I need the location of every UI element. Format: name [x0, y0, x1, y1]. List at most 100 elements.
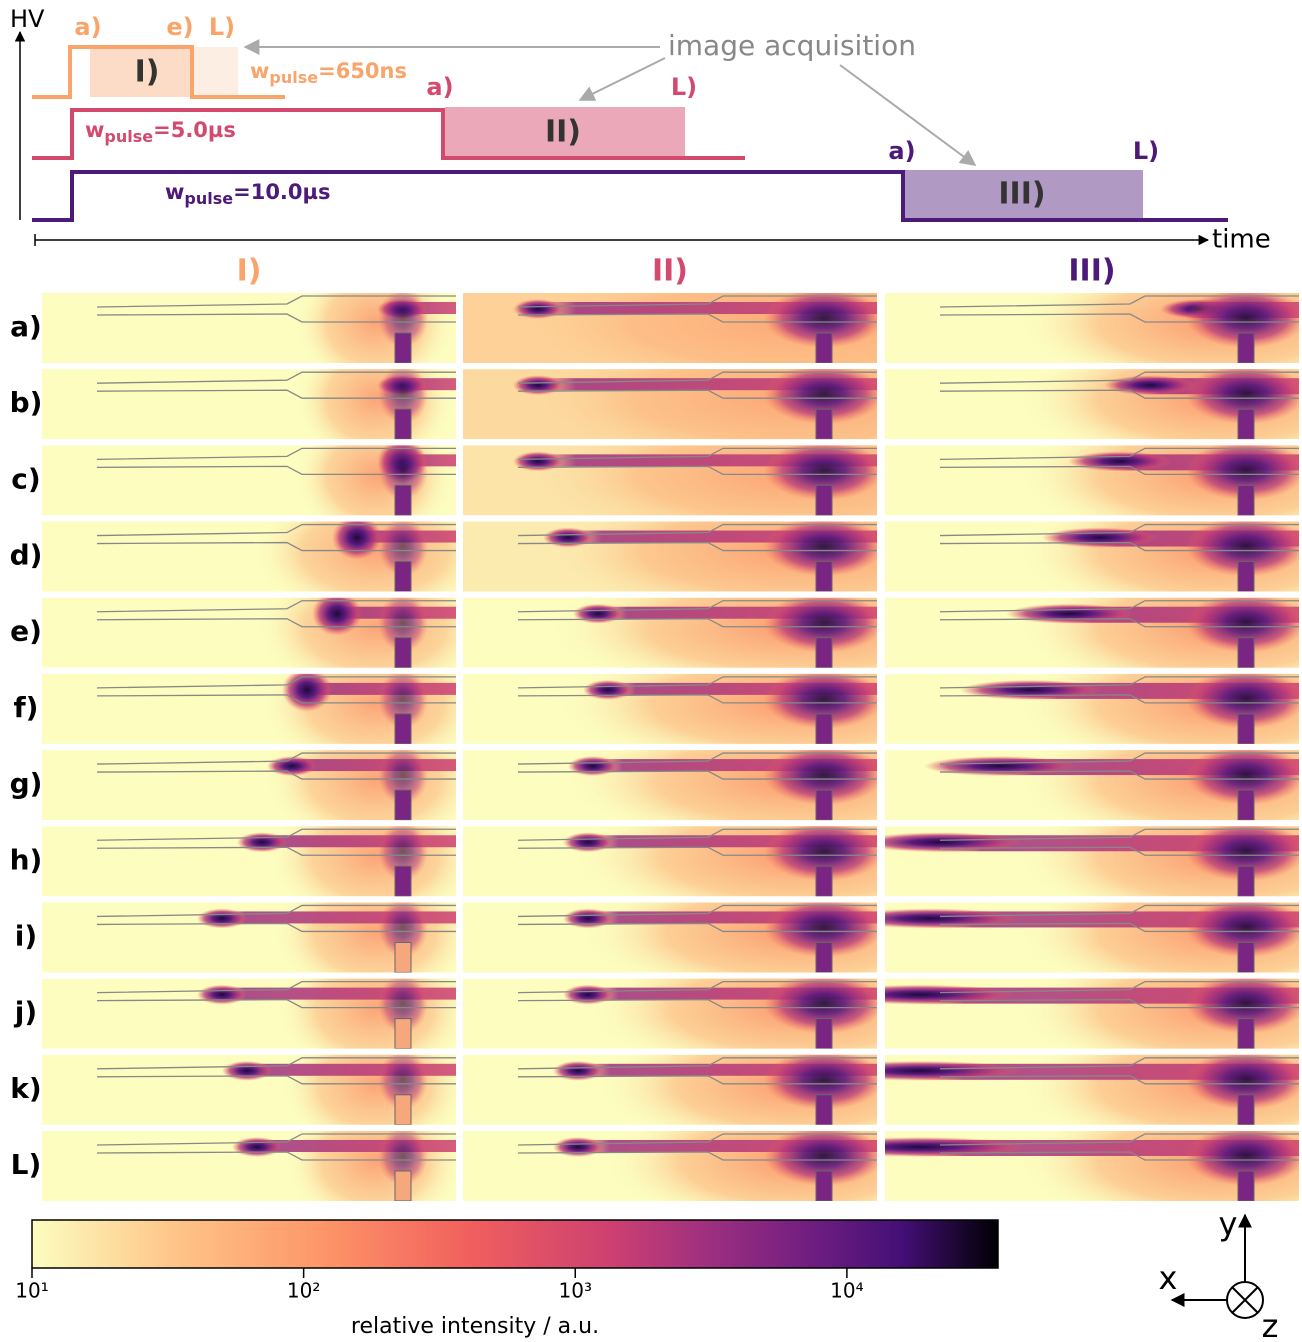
electrode	[1237, 332, 1255, 363]
image-panel	[463, 673, 877, 744]
channel-outline	[517, 465, 877, 476]
discharge-front	[1104, 375, 1196, 396]
electrode-glow	[1186, 1130, 1299, 1186]
channel-outline	[96, 980, 456, 994]
annotation-arrow	[578, 57, 666, 101]
channel-outline	[939, 1057, 1299, 1070]
electrode-glow	[378, 597, 428, 653]
image-panel	[42, 369, 456, 440]
pulse-width: wpulse=650ns	[250, 59, 407, 87]
time-marker: e)	[166, 13, 193, 41]
image-panel	[885, 750, 1299, 821]
pulse-width-part: w	[85, 118, 104, 142]
channel-outline	[939, 676, 1299, 689]
column-label: III)	[1068, 254, 1115, 289]
electrode	[394, 637, 412, 668]
channel-outline	[96, 1133, 456, 1146]
electrode-glow	[1186, 369, 1299, 425]
channel-outline	[939, 828, 1299, 841]
channel-outline	[96, 922, 456, 933]
discharge-front	[197, 984, 247, 1005]
electrode-glow	[764, 750, 877, 806]
discharge-front	[513, 299, 563, 319]
discharge-front	[553, 1060, 603, 1081]
colorbar	[31, 1219, 999, 1269]
channel-outline	[96, 1075, 456, 1085]
electrode-glow	[378, 902, 428, 958]
electrode	[394, 941, 412, 973]
discharge-front	[885, 908, 1018, 929]
channel-outline	[939, 618, 1299, 628]
discharge-front	[553, 1136, 603, 1157]
electrode	[394, 561, 412, 592]
electrode-glow	[378, 826, 428, 882]
colorbar-tick-label: 10³	[559, 1279, 592, 1303]
image-panel	[42, 293, 456, 363]
image-panel	[463, 1130, 877, 1201]
electrode	[815, 941, 833, 973]
time-marker: a)	[888, 137, 915, 165]
channel-outline	[939, 752, 1299, 765]
image-panel	[42, 597, 456, 668]
electrode-glow	[764, 521, 877, 577]
discharge-front	[583, 679, 633, 700]
image-panel	[463, 293, 877, 363]
electrode	[815, 713, 833, 744]
electrode-glow	[378, 369, 428, 425]
electrode-glow	[378, 445, 428, 501]
pulse-width-part: w	[165, 180, 184, 204]
row-label: h)	[10, 843, 43, 876]
image-panel	[42, 902, 456, 973]
channel-outline	[939, 600, 1299, 613]
channel-outline	[517, 752, 877, 765]
channel-outline	[517, 389, 877, 399]
row-label: k)	[10, 1072, 41, 1105]
discharge-front	[1042, 527, 1158, 548]
electrode	[394, 789, 412, 821]
colorbar-tick-label: 10⁴	[830, 1279, 863, 1303]
channel-outline	[96, 523, 456, 537]
electrode-glow	[764, 673, 877, 729]
electrode	[1237, 865, 1255, 897]
channel-outline	[96, 846, 456, 856]
channel-outline	[517, 313, 877, 323]
image-panel	[885, 445, 1299, 516]
discharge-front	[1006, 603, 1134, 624]
channel-outline	[517, 828, 877, 841]
channel-outline	[96, 389, 456, 399]
channel-outline	[939, 1133, 1299, 1146]
discharge-front	[885, 1136, 1026, 1157]
channel-outline	[96, 752, 456, 765]
row-label: i)	[15, 919, 37, 952]
image-panel	[463, 826, 877, 897]
channel-outline	[96, 447, 456, 461]
image-panel	[463, 369, 877, 440]
image-panel	[885, 1130, 1299, 1201]
discharge-front	[513, 451, 563, 472]
discharge-front	[885, 832, 1022, 853]
pulse-label: III)	[998, 177, 1045, 212]
electrode-glow	[764, 445, 877, 501]
channel-outline	[517, 447, 877, 461]
image-panel	[885, 673, 1299, 744]
electrode	[1237, 1094, 1255, 1125]
electrode-glow	[1186, 902, 1299, 958]
channel-outline	[517, 846, 877, 856]
y-label: y	[1219, 1205, 1238, 1243]
electrode-glow	[764, 978, 877, 1034]
electrode	[394, 713, 412, 744]
channel-outline	[939, 922, 1299, 933]
x-label: x	[1159, 1259, 1178, 1297]
image-panel	[463, 978, 877, 1049]
image-panel	[885, 369, 1299, 440]
electrode-glow	[378, 1054, 428, 1110]
channel-outline	[96, 541, 456, 552]
row-label: a)	[10, 310, 42, 343]
row-label: j)	[14, 996, 37, 1029]
pulse-width: wpulse=10.0µs	[165, 180, 330, 208]
image-panel	[42, 750, 456, 821]
electrode	[394, 484, 412, 516]
colorbar-tick-label: 10²	[287, 1279, 320, 1303]
channel-outline	[939, 770, 1299, 780]
channel-outline	[517, 676, 877, 689]
